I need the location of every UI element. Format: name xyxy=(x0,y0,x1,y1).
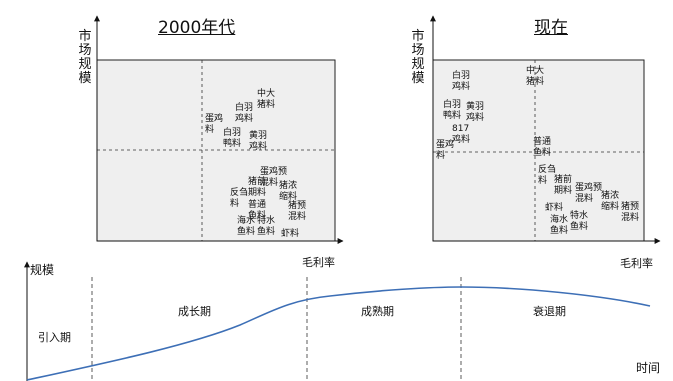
right-item-xia: 虾料 xyxy=(545,203,564,213)
left-item-zhu-nongsuo: 猪浓 缩料 xyxy=(279,181,298,202)
left-item-zhu-yuhun: 猪预 混料 xyxy=(288,201,307,222)
right-item-huangyu-ji: 黄羽 鸡料 xyxy=(466,102,485,123)
left-item-xia: 虾料 xyxy=(281,229,300,239)
left-item-danji: 蛋鸡料 xyxy=(205,114,224,135)
left-matrix-title: 2000年代 xyxy=(158,18,236,38)
right-matrix-title: 现在 xyxy=(534,18,568,38)
right-item-817-ji: 817 鸡料 xyxy=(452,124,471,145)
left-item-baiyu-ya: 白羽 鸭料 xyxy=(223,128,242,149)
right-item-putong-yu: 普通 鱼料 xyxy=(533,137,552,158)
left-item-putong-yu: 普通 鱼料 xyxy=(248,200,267,221)
left-item-zhu-qianqi: 猪前 期料 xyxy=(248,177,267,198)
lifecycle-stage-intro: 引入期 xyxy=(38,331,71,344)
left-matrix-box xyxy=(96,59,336,242)
right-item-zhu-yuhun: 猪预 混料 xyxy=(621,202,640,223)
right-item-teshui-yu: 特水 鱼料 xyxy=(570,211,589,232)
right-item-fanchu: 反刍料 xyxy=(538,165,557,186)
lifecycle-stage-decline: 衰退期 xyxy=(533,305,566,318)
left-matrix-graphic xyxy=(94,15,344,244)
left-item-huangyu-ji: 黄羽 鸡料 xyxy=(249,131,268,152)
left-item-teshui-yu: 特水 鱼料 xyxy=(257,216,276,237)
right-item-zhongda-zhu: 中大 猪料 xyxy=(526,66,545,87)
left-x-axis-label: 毛利率 xyxy=(302,256,335,269)
right-x-axis-label: 毛利率 xyxy=(620,257,653,270)
lifecycle-x-axis-label: 时间 xyxy=(636,361,661,375)
right-item-baiyu-ji: 白羽 鸡料 xyxy=(452,71,471,92)
left-y-axis-label: 市场规模 xyxy=(78,29,92,86)
right-matrix-graphic xyxy=(430,15,661,244)
right-item-zhu-nongsuo: 猪浓 缩料 xyxy=(601,191,620,212)
right-matrix-box xyxy=(432,59,645,242)
left-item-haishui-yu: 海水 鱼料 xyxy=(237,216,256,237)
lifecycle-stage-growth: 成长期 xyxy=(178,305,211,318)
right-item-haishui-yu: 海水 鱼料 xyxy=(550,215,569,236)
lifecycle-stage-maturity: 成熟期 xyxy=(361,305,394,318)
left-item-danji-yuhun: 蛋鸡预 混料 xyxy=(260,167,288,188)
right-y-axis-label: 市场规模 xyxy=(411,29,425,86)
lifecycle-graphic xyxy=(24,261,651,381)
right-item-danji-yuhun: 蛋鸡预 混料 xyxy=(575,183,603,204)
left-item-baiyu-ji: 白羽 鸡料 xyxy=(235,103,254,124)
left-item-zhongda-zhu: 中大 猪料 xyxy=(257,89,276,110)
right-item-baiyu-ya: 白羽 鸭料 xyxy=(443,100,462,121)
right-item-zhu-qianqi: 猪前 期料 xyxy=(554,175,573,196)
lifecycle-y-axis-label: 规模 xyxy=(30,263,55,277)
lifecycle-curve xyxy=(26,286,651,381)
right-item-danji: 蛋鸡料 xyxy=(436,140,455,161)
left-item-fanchu: 反刍料 xyxy=(230,188,249,209)
